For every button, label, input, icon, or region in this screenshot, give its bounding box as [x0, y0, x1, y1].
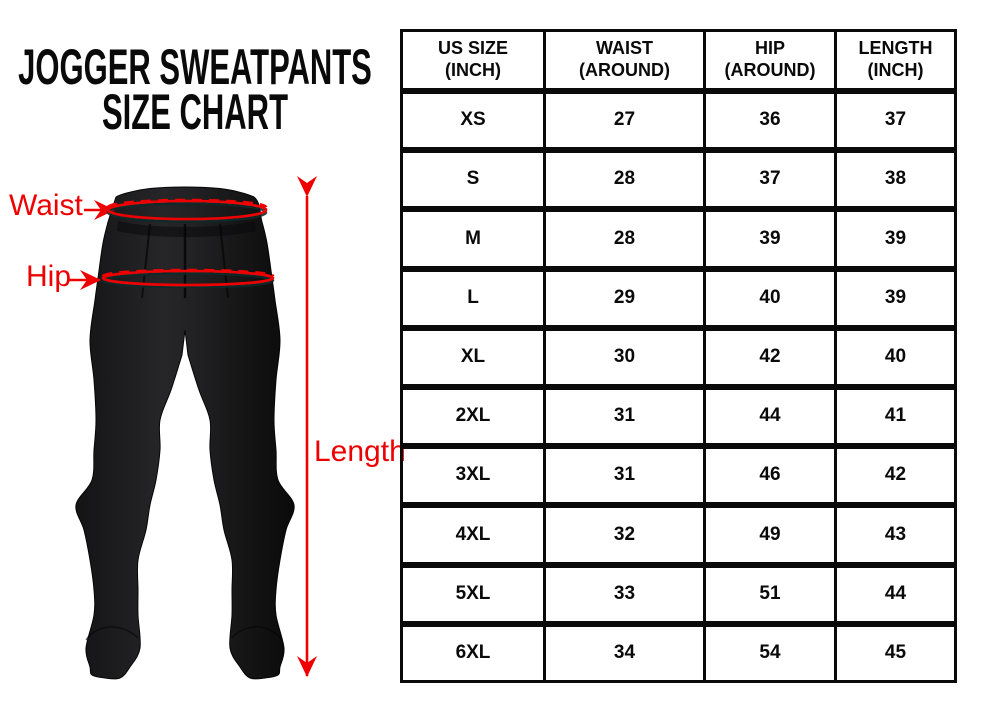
svg-text:Length: Length	[314, 435, 406, 468]
svg-text:Hip: Hip	[26, 260, 71, 293]
svg-text:Waist: Waist	[9, 189, 84, 222]
